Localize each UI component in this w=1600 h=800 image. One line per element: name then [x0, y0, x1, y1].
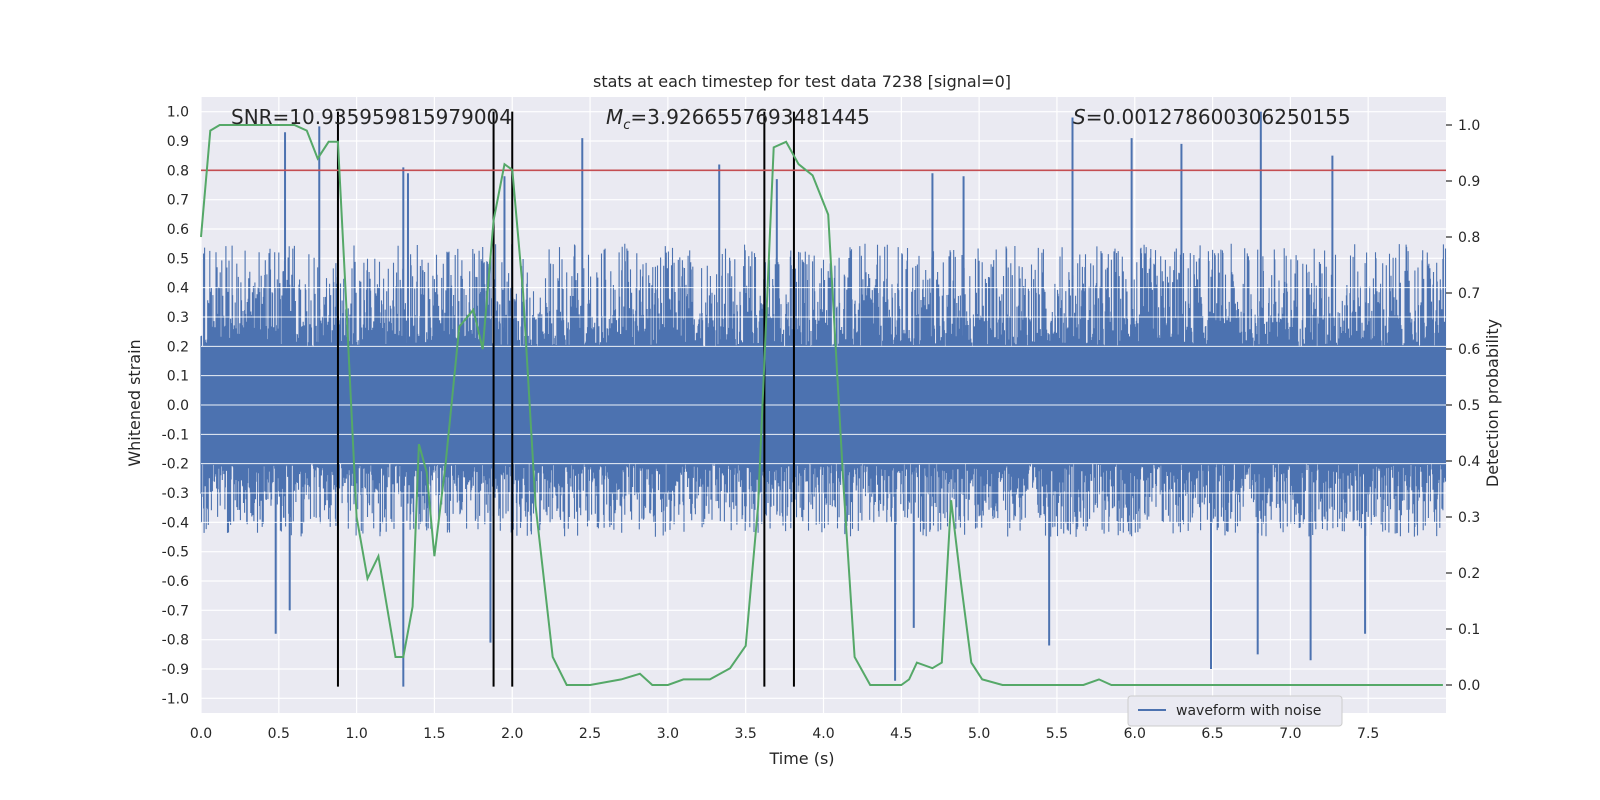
s-statistic-symbol: S — [1073, 105, 1086, 129]
y-tick-label: -0.1 — [162, 427, 189, 443]
s-statistic-annotation: S=0.001278600306250155 — [1073, 105, 1351, 129]
y-tick-label: -0.9 — [162, 662, 189, 678]
y2-axis-label: Detection probability — [1483, 319, 1502, 487]
x-tick-label: 7.5 — [1357, 726, 1379, 742]
y2-tick-label: 0.8 — [1458, 230, 1480, 246]
y2-tick-label: 0.1 — [1458, 622, 1480, 638]
y2-tick-label: 0.0 — [1458, 678, 1480, 694]
s-statistic-value: =0.001278600306250155 — [1086, 105, 1351, 129]
x-tick-label: 3.5 — [735, 726, 757, 742]
y2-tick-label: 0.3 — [1458, 510, 1480, 526]
y-tick-label: 0.0 — [167, 398, 189, 414]
y-tick-label: -0.5 — [162, 545, 189, 561]
waveform-series — [200, 111, 1447, 687]
x-tick-label: 6.0 — [1124, 726, 1146, 742]
x-tick-label: 4.0 — [812, 726, 834, 742]
chirp-mass-symbol: M — [606, 105, 623, 129]
legend-box — [1127, 695, 1343, 727]
y-axis-label: Whitened strain — [125, 339, 144, 466]
y-tick-label: 0.2 — [167, 339, 189, 355]
x-tick-label: 1.0 — [345, 726, 367, 742]
y-tick-label: -0.8 — [162, 633, 189, 649]
x-tick-label: 3.0 — [657, 726, 679, 742]
y-tick-label: -0.6 — [162, 574, 189, 590]
chirp-mass-value: =3.9266557693481445 — [630, 105, 869, 129]
y2-tick-label: 0.6 — [1458, 342, 1480, 358]
y-tick-label: 0.6 — [167, 222, 189, 238]
y2-tick-label: 0.9 — [1458, 174, 1480, 190]
y-tick-label: -0.3 — [162, 486, 189, 502]
x-tick-label: 2.5 — [579, 726, 601, 742]
y-tick-label: 0.3 — [167, 310, 189, 326]
y-tick-label: 1.0 — [167, 105, 189, 121]
detection-probability-line — [200, 124, 1443, 686]
y-tick-label: 0.1 — [167, 369, 189, 385]
y-tick-label: 0.7 — [167, 193, 189, 209]
x-tick-label: 5.5 — [1046, 726, 1068, 742]
legend-label-waveform: waveform with noise — [1176, 703, 1321, 719]
y2-tick-labels: 1.0 0.9 0.8 0.7 0.6 0.5 0.4 0.3 0.2 0.1 0.0 — [1446, 118, 1480, 694]
x-tick-label: 1.5 — [423, 726, 445, 742]
y-tick-label: -0.2 — [162, 457, 189, 473]
snr-annotation: SNR=10.935959815979004 — [231, 105, 512, 129]
x-tick-label: 6.5 — [1201, 726, 1223, 742]
x-tick-label: 2.0 — [501, 726, 523, 742]
x-tick-label: 5.0 — [968, 726, 990, 742]
y-tick-label: -0.7 — [162, 603, 189, 619]
event-markers — [336, 111, 795, 687]
y-tick-label: -0.4 — [162, 515, 189, 531]
x-tick-label: 0.0 — [190, 726, 212, 742]
x-tick-label: 0.5 — [268, 726, 290, 742]
y2-tick-label: 1.0 — [1458, 118, 1480, 134]
y2-tick-label: 0.5 — [1458, 398, 1480, 414]
y2-tick-label: 0.2 — [1458, 566, 1480, 582]
y2-tick-label: 0.7 — [1458, 286, 1480, 302]
y-tick-label: -1.0 — [162, 691, 189, 707]
y2-tick-label: 0.4 — [1458, 454, 1480, 470]
y-tick-label: 0.8 — [167, 163, 189, 179]
y-tick-label: 0.5 — [167, 251, 189, 267]
x-tick-label: 4.5 — [890, 726, 912, 742]
chirp-mass-subscript: c — [623, 118, 630, 133]
y-tick-labels: 1.0 0.9 0.8 0.7 0.6 0.5 0.4 0.3 0.2 0.1 0.0 -0.1 -0.… — [162, 105, 189, 708]
chart-title: stats at each timestep for test data 723… — [593, 72, 1011, 91]
y-tick-label: 0.4 — [167, 281, 189, 297]
legend: waveform with noise — [1127, 695, 1343, 727]
x-axis-label: Time (s) — [768, 749, 834, 768]
y-tick-label: 0.9 — [167, 134, 189, 150]
x-tick-labels: 0.0 0.5 1.0 1.5 2.0 2.5 3.0 3.5 4.0 4.5 5.0 5.5 6.0 6… — [190, 726, 1379, 742]
chirp-mass-annotation: Mc=3.9266557693481445 — [606, 105, 870, 133]
x-tick-label: 7.0 — [1279, 726, 1301, 742]
